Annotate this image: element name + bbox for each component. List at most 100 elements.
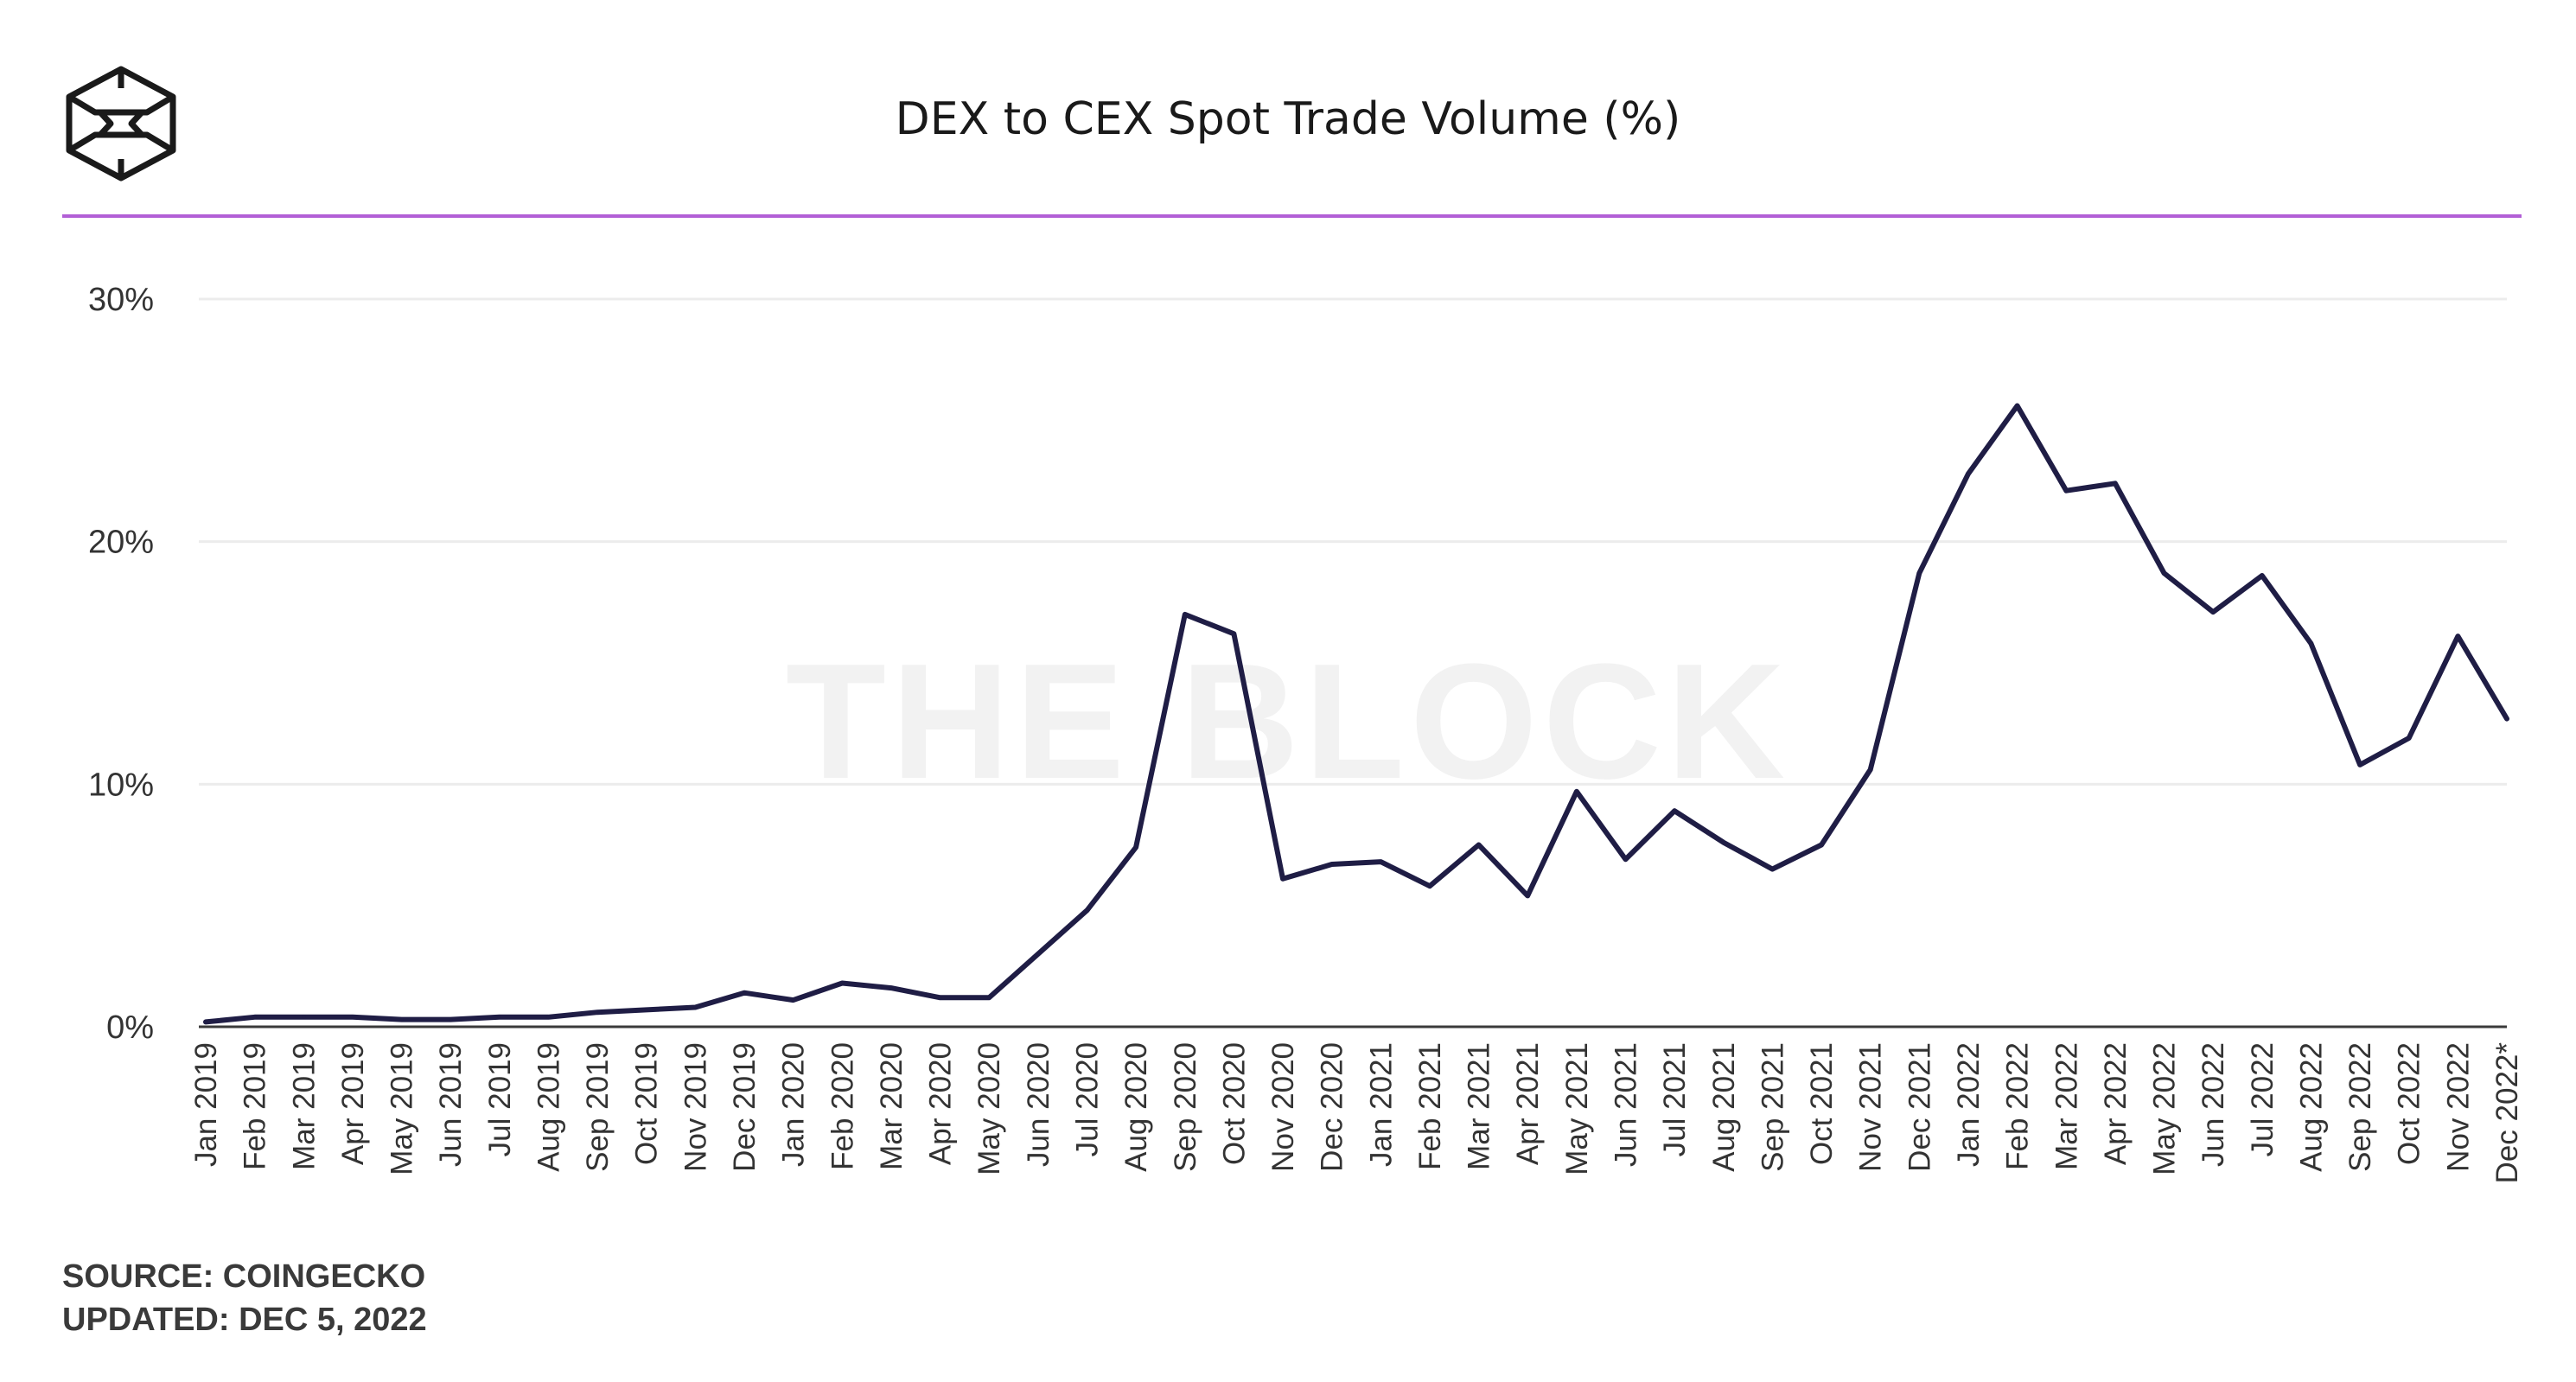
data-point: [1379, 860, 1383, 864]
data-point: [1770, 867, 1775, 871]
footer-notes: SOURCE: COINGECKO UPDATED: DEC 5, 2022: [62, 1255, 427, 1341]
x-tick-label: Jan 2022: [1952, 1042, 1986, 1167]
data-point: [889, 986, 893, 990]
updated-note: UPDATED: DEC 5, 2022: [62, 1302, 427, 1338]
data-point: [743, 990, 747, 995]
data-point: [2358, 762, 2362, 767]
data-point: [1329, 862, 1334, 866]
gridlines: [199, 297, 2507, 1029]
x-tick-label: Jan 2020: [777, 1042, 811, 1167]
x-tick-label: Mar 2022: [2050, 1042, 2083, 1170]
x-tick-label: Mar 2019: [287, 1042, 321, 1170]
y-tick-label: 0%: [106, 1009, 154, 1046]
x-tick-label: Dec 2019: [728, 1042, 762, 1172]
y-axis-ticks: 0% 10% 20% 30%: [88, 282, 154, 1046]
x-tick-label: Nov 2020: [1266, 1042, 1300, 1172]
data-point: [693, 1005, 698, 1009]
x-tick-label: Jun 2022: [2197, 1042, 2230, 1167]
data-point: [1966, 472, 1970, 476]
x-tick-label: Mar 2020: [875, 1042, 909, 1170]
y-tick-label: 10%: [88, 767, 154, 803]
data-point: [350, 1015, 354, 1019]
data-point: [2162, 571, 2166, 576]
x-tick-label: Feb 2022: [2001, 1042, 2035, 1170]
x-tick-label: Nov 2022: [2441, 1042, 2475, 1172]
x-tick-label: Dec 2021: [1903, 1042, 1936, 1172]
series-line: [203, 403, 2509, 1025]
x-tick-label: Mar 2021: [1463, 1042, 1496, 1170]
x-tick-label: Feb 2019: [239, 1042, 272, 1170]
data-point: [2407, 736, 2411, 741]
x-tick-label: Sep 2022: [2343, 1042, 2377, 1172]
data-point: [1526, 894, 1530, 898]
data-point: [2015, 404, 2019, 408]
x-tick-label: May 2021: [1560, 1042, 1594, 1175]
data-point: [1183, 612, 1187, 616]
x-tick-label: Apr 2021: [1511, 1042, 1545, 1165]
data-point: [2211, 610, 2216, 615]
x-tick-label: Jul 2022: [2246, 1042, 2280, 1156]
x-tick-label: Jun 2020: [1022, 1042, 1055, 1167]
data-point: [1868, 767, 1872, 772]
x-tick-label: Jul 2019: [483, 1042, 517, 1156]
data-point: [302, 1015, 306, 1019]
x-tick-label: Jun 2021: [1610, 1042, 1643, 1167]
x-tick-label: Dec 2020: [1316, 1042, 1349, 1172]
x-tick-label: Oct 2019: [630, 1042, 664, 1165]
data-point: [2064, 488, 2069, 493]
data-point: [938, 996, 942, 1000]
data-point: [1427, 884, 1431, 888]
x-tick-label: Nov 2021: [1854, 1042, 1888, 1172]
data-point: [1721, 840, 1725, 844]
data-point: [1574, 789, 1578, 793]
watermark-layer: THE BLOCK: [786, 630, 1790, 813]
x-tick-label: Nov 2019: [679, 1042, 712, 1172]
series-layer: [203, 403, 2509, 1025]
the-block-cube-logo-icon: [66, 66, 176, 182]
x-tick-label: May 2019: [386, 1042, 419, 1175]
data-point: [791, 998, 795, 1003]
x-tick-label: Dec 2022*: [2490, 1042, 2524, 1184]
y-tick-label: 20%: [88, 525, 154, 561]
x-tick-label: Sep 2020: [1169, 1042, 1202, 1172]
watermark: THE BLOCK: [786, 630, 1790, 813]
y-tick-label: 30%: [88, 282, 154, 318]
x-tick-label: Jul 2020: [1070, 1042, 1104, 1156]
data-point: [1476, 843, 1481, 847]
data-point: [1623, 857, 1628, 862]
data-point: [2505, 716, 2509, 721]
data-point: [2113, 481, 2117, 486]
data-point: [2456, 634, 2460, 639]
x-tick-label: Apr 2020: [924, 1042, 958, 1165]
x-tick-label: May 2020: [972, 1042, 1006, 1175]
x-tick-label: Jun 2019: [434, 1042, 468, 1167]
x-tick-label: Aug 2022: [2294, 1042, 2328, 1172]
data-point: [644, 1008, 648, 1012]
x-tick-label: May 2022: [2148, 1042, 2182, 1175]
header-accent-rule: [62, 214, 2522, 218]
x-axis-ticks: Jan 2019 Feb 2019 Mar 2019 Apr 2019 May 2019…: [189, 1042, 2524, 1184]
data-point: [1820, 843, 1824, 847]
data-point: [399, 1017, 404, 1022]
data-point: [2260, 573, 2264, 577]
x-tick-label: Jan 2019: [189, 1042, 223, 1167]
x-tick-label: Sep 2021: [1756, 1042, 1789, 1172]
data-point: [840, 981, 845, 985]
x-tick-label: Oct 2020: [1217, 1042, 1251, 1165]
x-tick-label: Aug 2020: [1119, 1042, 1153, 1172]
x-tick-label: Jul 2021: [1658, 1042, 1692, 1156]
data-point: [449, 1017, 453, 1022]
x-tick-label: Aug 2021: [1707, 1042, 1741, 1172]
x-tick-label: Feb 2021: [1413, 1042, 1447, 1170]
data-point: [1281, 876, 1285, 881]
x-tick-label: Sep 2019: [581, 1042, 615, 1172]
data-point: [1917, 571, 1922, 576]
chart-title: DEX to CEX Spot Trade Volume (%): [895, 93, 1681, 145]
data-point: [1232, 632, 1236, 636]
x-tick-label: Jan 2021: [1364, 1042, 1398, 1167]
x-tick-label: Oct 2021: [1805, 1042, 1839, 1165]
data-point: [204, 1020, 207, 1024]
x-tick-label: Feb 2020: [826, 1042, 859, 1170]
